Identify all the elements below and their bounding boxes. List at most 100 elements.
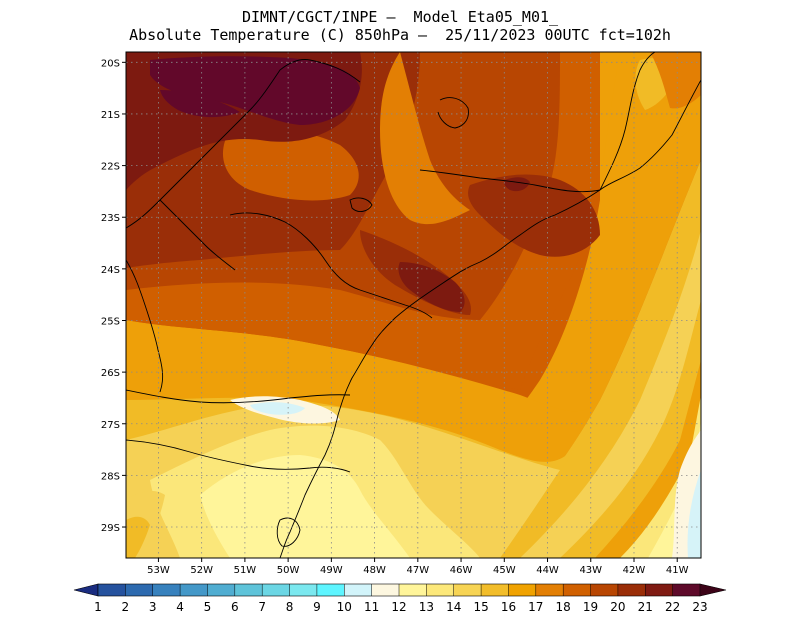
- colorbar-label: 5: [204, 600, 212, 614]
- colorbar-swatch: [617, 584, 646, 596]
- colorbar-swatch: [535, 584, 564, 596]
- colorbar-label: 1: [94, 600, 102, 614]
- lat-tick-label: 26S: [101, 368, 120, 379]
- colorbar-label: 16: [501, 600, 516, 614]
- lon-tick-label: 42W: [623, 565, 646, 576]
- colorbar-label: 6: [231, 600, 239, 614]
- lon-tick-label: 47W: [407, 565, 430, 576]
- colorbar-label: 18: [556, 600, 571, 614]
- temperature-band-11-cool-pool: [250, 402, 305, 415]
- colorbar-label: 10: [337, 600, 352, 614]
- colorbar-swatch: [262, 584, 291, 596]
- colorbar-arrow-low: [73, 583, 99, 597]
- temperature-band-19-inlay: [222, 128, 359, 201]
- colorbar-swatch: [672, 584, 701, 596]
- temperature-band-21-sao-paulo: [468, 174, 600, 257]
- lon-tick-label: 43W: [579, 565, 602, 576]
- colorbar-label: 4: [176, 600, 184, 614]
- lon-tick-label: 41W: [666, 565, 689, 576]
- lat-tick-label: 24S: [101, 265, 120, 276]
- state-border-pr-sc: [126, 389, 351, 404]
- colorbar-label: 23: [692, 600, 707, 614]
- lon-tick-label: 44W: [536, 565, 559, 576]
- colorbar-swatch: [180, 584, 208, 596]
- colorbar: 1 2 3 4 5 6 7 8 9 10 11 12 13 14 15 16 17 18 19 20 21 22 23: [73, 583, 727, 614]
- coastline: [279, 79, 701, 558]
- colorbar-swatch: [344, 584, 373, 596]
- state-border-mg-es: [599, 52, 656, 191]
- lon-tick-label: 52W: [190, 565, 213, 576]
- lon-tick-label: 51W: [234, 565, 257, 576]
- lat-tick-label: 25S: [101, 316, 120, 327]
- colorbar-swatch: [125, 584, 154, 596]
- colorbar-label: 22: [665, 600, 680, 614]
- colorbar-swatch: [234, 584, 263, 596]
- chart-title-line-2: Absolute Temperature (C) 850hPa – 25/11/…: [129, 26, 671, 44]
- colorbar-label: 20: [610, 600, 625, 614]
- colorbar-swatch: [289, 584, 318, 596]
- lat-tick-label: 21S: [101, 110, 120, 121]
- colorbar-swatch: [563, 584, 592, 596]
- state-border-sp-pr: [229, 212, 433, 319]
- coastline-and-borders: [126, 52, 701, 558]
- colorbar-swatch: [481, 584, 509, 596]
- lon-tick-label: 49W: [320, 565, 343, 576]
- lake-feature-small: [349, 197, 373, 212]
- colorbar-swatch: [645, 584, 674, 596]
- colorbar-label: 2: [122, 600, 130, 614]
- temperature-band-22-coast: [398, 262, 465, 312]
- colorbar-swatch: [152, 584, 181, 596]
- colorbar-label: 9: [313, 600, 321, 614]
- colorbar-label: 15: [473, 600, 488, 614]
- temperature-band-23-core: [160, 90, 240, 118]
- colorbar-label: 13: [419, 600, 434, 614]
- colorbar-swatch: [508, 584, 537, 596]
- lat-tick-label: 29S: [101, 523, 120, 534]
- lat-tick-label: 22S: [101, 162, 120, 173]
- lat-lon-grid: [126, 52, 701, 558]
- colorbar-label: 19: [583, 600, 598, 614]
- lon-tick-label: 48W: [363, 565, 386, 576]
- colorbar-swatch: [316, 584, 345, 596]
- colorbar-swatch: [98, 584, 126, 596]
- temperature-band-18-ridge: [380, 52, 470, 225]
- temperature-band-13-south: [200, 455, 410, 558]
- colorbar-label: 12: [391, 600, 406, 614]
- colorbar-label: 7: [258, 600, 266, 614]
- colorbar-label: 21: [638, 600, 653, 614]
- colorbar-swatch: [371, 584, 400, 596]
- state-border-sc-rs: [126, 439, 351, 473]
- lon-tick-label: 53W: [147, 565, 170, 576]
- river-border-parana: [159, 199, 236, 271]
- colorbar-label: 11: [364, 600, 379, 614]
- lat-tick-label: 20S: [101, 58, 120, 69]
- temperature-field: [126, 52, 701, 558]
- lat-tick-label: 27S: [101, 420, 120, 431]
- colorbar-swatch: [453, 584, 482, 596]
- lat-tick-label: 23S: [101, 213, 120, 224]
- colorbar-label: 17: [528, 600, 543, 614]
- temperature-band-11-ocean: [687, 470, 701, 558]
- colorbar-label: 3: [149, 600, 157, 614]
- colorbar-swatch: [399, 584, 427, 596]
- map-frame: [125, 51, 702, 559]
- colorbar-label: 8: [286, 600, 294, 614]
- colorbar-swatch: [207, 584, 236, 596]
- axis-tick-labels: 53W 52W 51W 50W 49W 48W 47W 46W 45W 44W 43W 42W 41W 2…: [101, 58, 689, 576]
- lagoa-dos-patos: [276, 517, 301, 547]
- lake-feature-furnas: [437, 97, 469, 129]
- temperature-band-23-northwest: [150, 56, 360, 125]
- state-border-rj-mg: [419, 169, 601, 193]
- lat-tick-label: 28S: [101, 471, 120, 482]
- lon-tick-label: 46W: [450, 565, 473, 576]
- lon-tick-label: 45W: [493, 565, 516, 576]
- colorbar-swatch: [590, 584, 619, 596]
- colorbar-arrow-high: [699, 583, 727, 597]
- country-border-west: [126, 259, 164, 393]
- temperature-band-22-east: [504, 177, 530, 192]
- colorbar-label: 14: [446, 600, 461, 614]
- colorbar-swatch: [426, 584, 455, 596]
- chart-title-line-1: DIMNT/CGCT/INPE – Model Eta05_M01_: [241, 8, 559, 26]
- lon-tick-label: 50W: [277, 565, 300, 576]
